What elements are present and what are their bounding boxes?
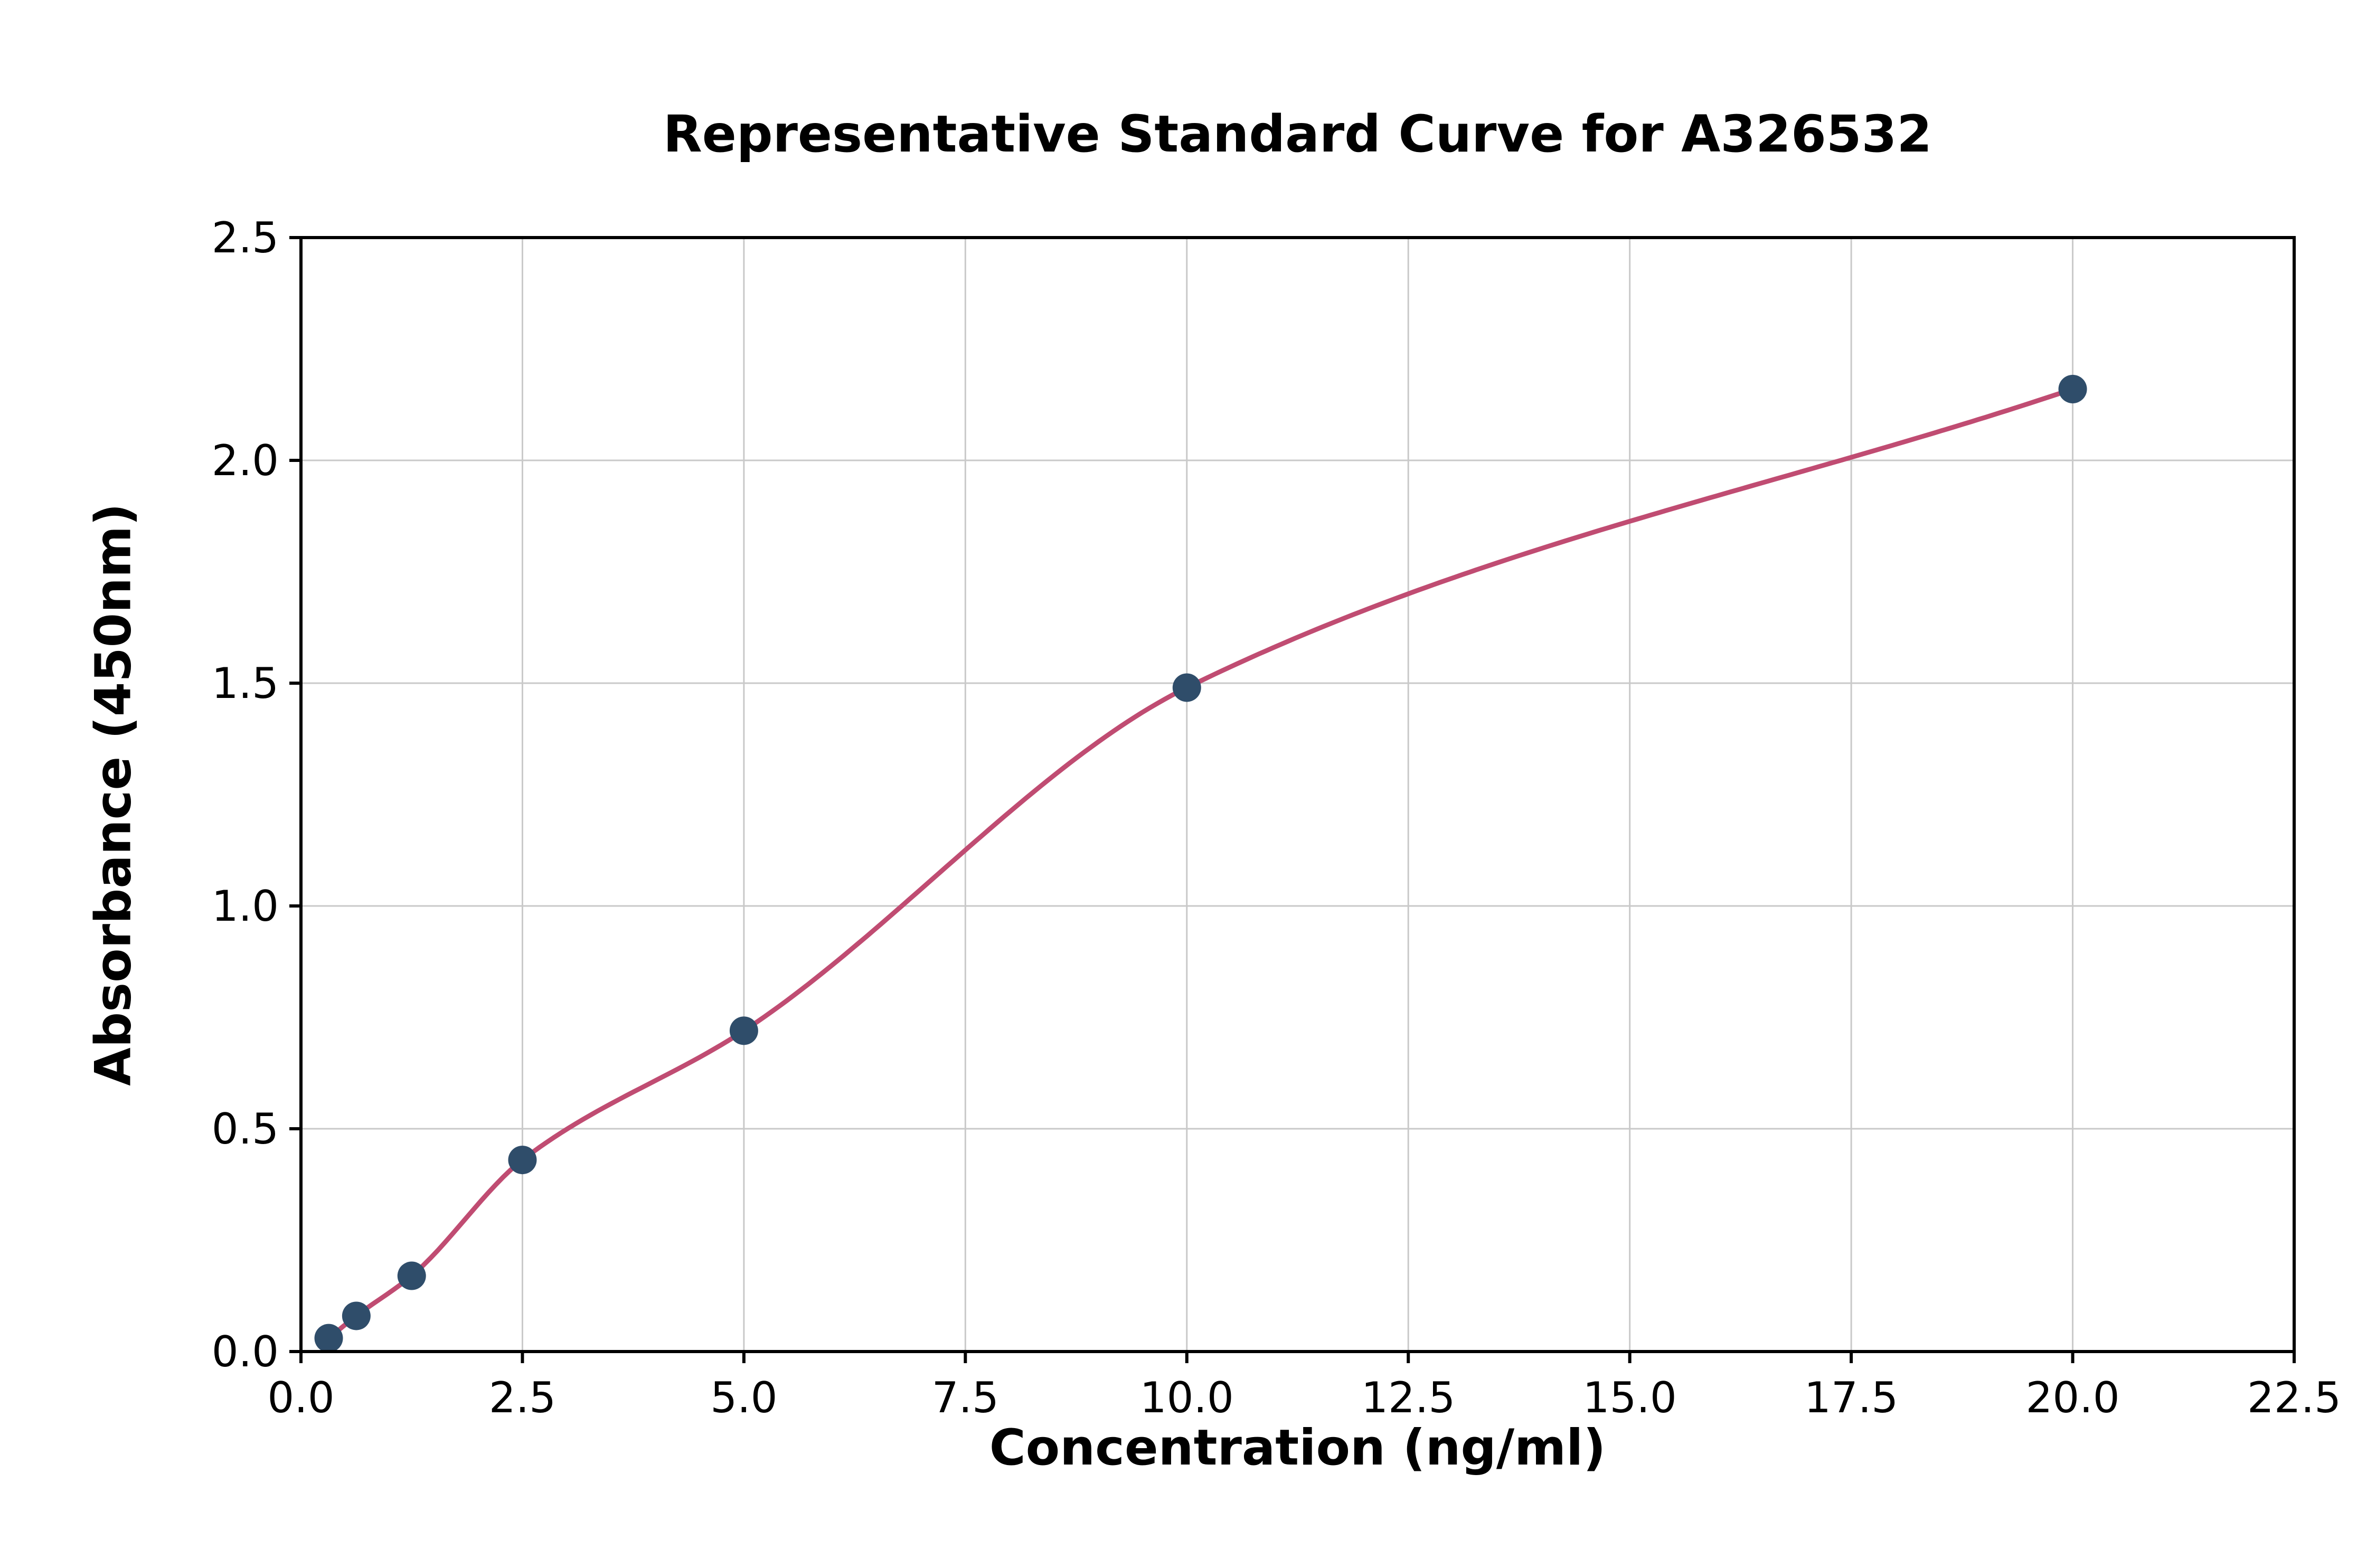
y-axis-label: Absorbance (450nm) — [84, 503, 143, 1086]
y-tick-label: 0.0 — [212, 1327, 279, 1376]
data-point — [1172, 673, 1201, 702]
fit-curve — [326, 386, 2076, 1341]
x-tick-label: 5.0 — [710, 1373, 777, 1422]
x-tick-label: 0.0 — [267, 1373, 334, 1422]
y-tick-label: 2.5 — [212, 213, 279, 262]
x-axis-label: Concentration (ng/ml) — [989, 1419, 1606, 1477]
data-point — [729, 1016, 758, 1045]
data-point — [508, 1146, 537, 1175]
x-tick-label: 7.5 — [932, 1373, 999, 1422]
axes-box — [299, 236, 2296, 1353]
y-tick-label: 1.0 — [212, 882, 279, 931]
x-tick-label: 12.5 — [1361, 1373, 1455, 1422]
data-point — [397, 1261, 426, 1290]
x-tick-label: 20.0 — [2025, 1373, 2119, 1422]
x-tick-label: 15.0 — [1583, 1373, 1677, 1422]
y-tick-label: 1.5 — [212, 659, 279, 708]
chart-title: Representative Standard Curve for A32653… — [663, 105, 1932, 164]
data-point — [314, 1324, 343, 1353]
y-tick-label: 2.0 — [212, 436, 279, 485]
x-tick-label: 10.0 — [1140, 1373, 1234, 1422]
data-point — [2058, 374, 2087, 403]
x-tick-label: 2.5 — [489, 1373, 556, 1422]
data-point — [342, 1301, 371, 1330]
y-tick-label: 0.5 — [212, 1104, 279, 1154]
x-tick-label: 22.5 — [2247, 1373, 2341, 1422]
x-tick-label: 17.5 — [1804, 1373, 1898, 1422]
